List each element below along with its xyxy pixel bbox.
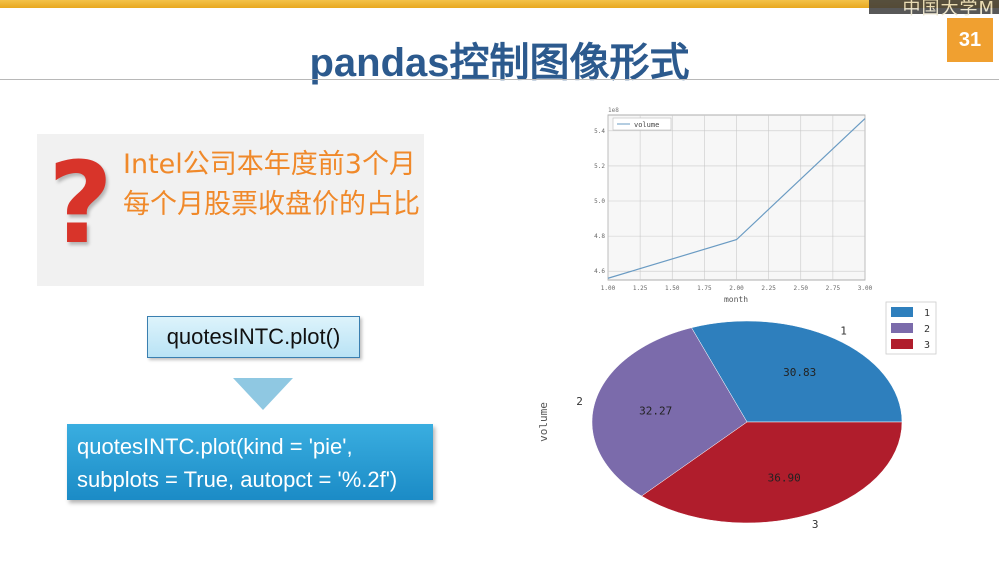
pie-category-label: 1 xyxy=(840,324,847,337)
page-title: pandas控制图像形式 xyxy=(309,41,690,85)
pie-legend-swatch xyxy=(891,323,913,333)
page-number: 31 xyxy=(947,18,993,62)
line-xtick-label: 3.00 xyxy=(858,285,873,292)
pie-pct-label: 30.83 xyxy=(783,366,816,379)
watermark-strip: 中国大学M xyxy=(869,0,999,19)
line-ytick-label: 5.2 xyxy=(594,163,605,170)
line-xtick-label: 1.00 xyxy=(601,285,616,292)
code-plot-pie: quotesINTC.plot(kind = 'pie', subplots =… xyxy=(67,424,433,500)
pie-legend-swatch xyxy=(891,339,913,349)
line-legend-label: volume xyxy=(634,121,659,129)
pie-category-label: 3 xyxy=(812,518,819,531)
pie-category-label: 2 xyxy=(576,395,583,408)
watermark-text: 中国大学M xyxy=(902,0,995,19)
line-ytick-label: 4.6 xyxy=(594,268,605,275)
pie-slice-2 xyxy=(591,327,748,497)
line-xtick-label: 1.75 xyxy=(697,285,712,292)
pie-slice-1 xyxy=(691,320,903,423)
pie-slice-3 xyxy=(641,421,903,524)
pie-pct-label: 32.27 xyxy=(639,405,672,418)
pie-legend-label: 1 xyxy=(924,308,930,319)
line-xtick-label: 1.50 xyxy=(665,285,680,292)
line-offset-label: 1e8 xyxy=(608,107,619,114)
pie-legend-label: 3 xyxy=(924,340,930,351)
question-text: Intel公司本年度前3个月每个月股票收盘价的占比 xyxy=(123,149,420,220)
question-panel xyxy=(37,134,424,286)
line-xtick-label: 2.75 xyxy=(826,285,841,292)
down-arrow-icon xyxy=(233,378,293,410)
pie-ylabel: volume xyxy=(537,402,550,442)
line-xtick-label: 2.50 xyxy=(794,285,809,292)
pie-legend-label: 2 xyxy=(924,324,930,335)
code-plot-basic: quotesINTC.plot() xyxy=(147,316,360,358)
line-xtick-label: 2.25 xyxy=(761,285,776,292)
code-pie-line-1: quotesINTC.plot(kind = 'pie', xyxy=(77,434,353,459)
top-accent-bar xyxy=(0,0,999,8)
line-xtick-label: 1.25 xyxy=(633,285,648,292)
line-chart: 1e8 1.00 1.25 1.50 1.75 2.00 2.25 2.50 2.75 3.00… xyxy=(594,107,873,304)
pie-legend-swatch xyxy=(891,307,913,317)
line-ytick-label: 5.4 xyxy=(594,128,605,135)
line-ytick-label: 4.8 xyxy=(594,233,605,240)
question-mark-icon: ? xyxy=(48,139,113,269)
line-xlabel: month xyxy=(724,295,748,304)
series-volume-line xyxy=(607,118,866,279)
title-divider xyxy=(0,79,999,80)
pie-chart: 30.83 1 32.27 2 36.90 3 volume 1 2 3 xyxy=(537,301,937,531)
pie-pct-label: 36.90 xyxy=(768,472,801,485)
line-legend-box xyxy=(612,117,672,131)
code-pie-line-2: subplots = True, autopct = '%.2f') xyxy=(77,467,398,492)
line-ytick-label: 5.0 xyxy=(594,198,605,205)
line-xtick-label: 2.00 xyxy=(729,285,744,292)
